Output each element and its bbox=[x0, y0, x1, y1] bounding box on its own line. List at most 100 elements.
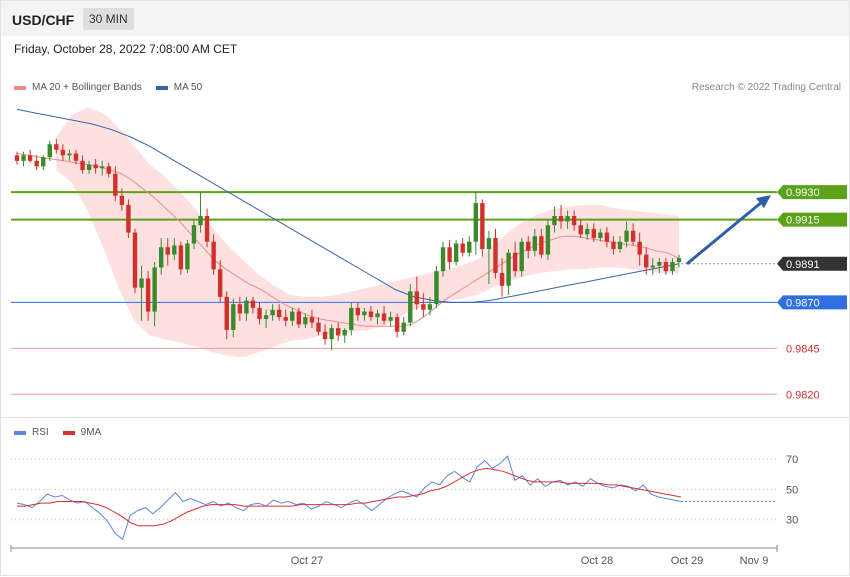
candle-body bbox=[644, 254, 649, 268]
candle-body bbox=[276, 309, 282, 318]
candle-body bbox=[309, 317, 315, 323]
level-tag-0.9891 bbox=[777, 256, 847, 271]
candle-body bbox=[204, 215, 210, 242]
candle-body bbox=[630, 230, 636, 242]
ma20-line bbox=[16, 153, 680, 327]
candle-body bbox=[257, 307, 262, 319]
candle-body bbox=[427, 304, 433, 310]
candle-body bbox=[362, 311, 367, 316]
candle-body bbox=[211, 241, 216, 270]
x-tick-label: Oct 29 bbox=[671, 555, 703, 567]
analysis-datetime: Friday, October 28, 2022 7:08:00 AM CET bbox=[14, 42, 238, 56]
candle-body bbox=[368, 311, 374, 318]
candle-body bbox=[86, 164, 92, 171]
candle-body bbox=[440, 247, 446, 272]
candle-body bbox=[132, 232, 138, 288]
candle-body bbox=[670, 261, 675, 272]
rsi-line bbox=[16, 455, 682, 541]
candle-body bbox=[244, 300, 249, 314]
candle-body bbox=[519, 241, 524, 272]
candle-body bbox=[381, 313, 387, 321]
candle-body bbox=[460, 243, 465, 253]
candle-body bbox=[113, 173, 118, 196]
candle-body bbox=[571, 215, 577, 226]
candle-body bbox=[473, 203, 479, 242]
candle-body bbox=[394, 317, 400, 332]
timeframe-selector[interactable]: 30 MIN bbox=[83, 8, 134, 30]
candle-body bbox=[532, 236, 538, 251]
candle-body bbox=[296, 311, 302, 325]
x-tick-label: Nov 9 bbox=[740, 555, 769, 567]
candle-body bbox=[172, 245, 177, 255]
candle-body bbox=[552, 215, 557, 226]
candle-body bbox=[512, 252, 518, 272]
candle-body bbox=[421, 304, 426, 310]
candle-body bbox=[250, 300, 256, 308]
x-tick-label: Oct 28 bbox=[581, 555, 613, 567]
candle-body bbox=[34, 160, 39, 167]
bollinger-band bbox=[56, 107, 680, 358]
candle-body bbox=[467, 241, 472, 253]
rsi-legend: RSI 9MA bbox=[14, 427, 101, 438]
forecast-arrow-shaft bbox=[686, 199, 764, 265]
candle-body bbox=[526, 241, 531, 251]
legend-ma50-label: MA 50 bbox=[173, 82, 203, 93]
candle-body bbox=[558, 215, 564, 222]
level-label-0.9820: 0.9820 bbox=[786, 389, 820, 401]
candle-body bbox=[21, 155, 26, 161]
candle-body bbox=[100, 166, 105, 169]
candle-body bbox=[14, 155, 20, 161]
rsi-tick-30: 30 bbox=[786, 515, 798, 527]
candle-body bbox=[499, 272, 505, 286]
rsi-ma-line bbox=[17, 467, 682, 527]
candle-body bbox=[283, 317, 288, 321]
rsi-tick-50: 50 bbox=[786, 484, 798, 496]
candle-body bbox=[434, 271, 439, 305]
x-tick-label: Oct 27 bbox=[291, 555, 323, 567]
candle-body bbox=[663, 261, 669, 272]
candle-body bbox=[106, 166, 111, 174]
candle-body bbox=[539, 236, 544, 255]
candle-body bbox=[650, 265, 655, 268]
candle-body bbox=[453, 243, 459, 262]
candle-body bbox=[73, 153, 79, 161]
level-label-0.9845: 0.9845 bbox=[786, 343, 820, 355]
candle-body bbox=[139, 278, 144, 288]
candle-body bbox=[224, 296, 229, 330]
legend-rsi-ma-label: 9MA bbox=[80, 427, 102, 438]
ma20-swatch bbox=[14, 85, 26, 90]
level-label-0.9930: 0.9930 bbox=[786, 187, 820, 199]
candle-body bbox=[119, 195, 125, 205]
candle-body bbox=[480, 203, 485, 250]
forecast-arrow-head bbox=[756, 195, 771, 209]
panel-divider bbox=[1, 417, 849, 418]
rsi-swatch bbox=[14, 430, 26, 435]
candle-body bbox=[27, 155, 33, 161]
legend-ma20-label: MA 20 + Bollinger Bands bbox=[32, 82, 142, 93]
candle-body bbox=[60, 149, 66, 156]
candle-body bbox=[598, 232, 603, 239]
candle-body bbox=[178, 245, 184, 270]
candle-body bbox=[617, 241, 623, 250]
level-tag-0.9870 bbox=[777, 295, 847, 310]
candle-body bbox=[565, 215, 570, 222]
candle-body bbox=[591, 228, 596, 239]
candle-body bbox=[152, 267, 157, 312]
candle-body bbox=[198, 215, 203, 226]
candle-body bbox=[93, 164, 98, 169]
candle-body bbox=[604, 232, 610, 242]
level-tag-0.9915 bbox=[777, 212, 847, 227]
candle-body bbox=[342, 329, 347, 336]
candle-body bbox=[316, 322, 321, 332]
candle-body bbox=[349, 307, 354, 330]
level-tag-0.9930 bbox=[777, 185, 847, 200]
candle-body bbox=[290, 311, 295, 321]
candle-body bbox=[355, 307, 361, 316]
research-credit: Research © 2022 Trading Central bbox=[691, 82, 841, 93]
candle-body bbox=[191, 225, 197, 244]
ma50-line bbox=[16, 108, 680, 303]
candle-body bbox=[637, 241, 642, 255]
candle-body bbox=[41, 157, 46, 167]
